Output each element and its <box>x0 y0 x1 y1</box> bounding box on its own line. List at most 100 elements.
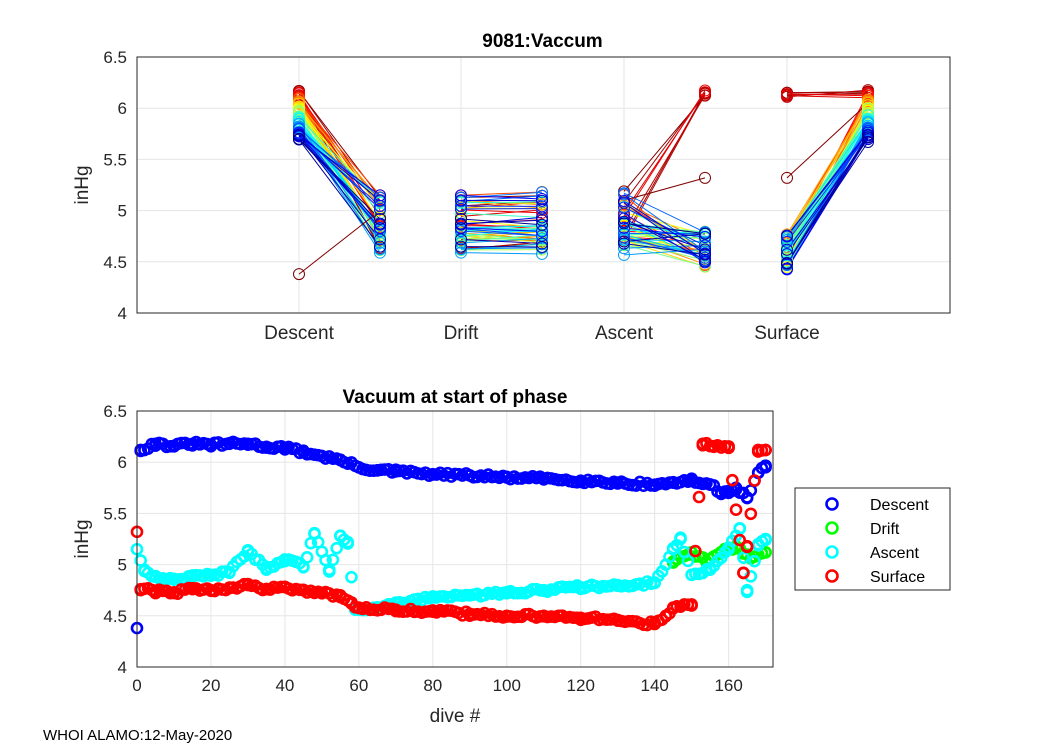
bottom-marker-ascent <box>733 522 747 536</box>
bottom-marker-surface <box>722 441 735 455</box>
top-plot-area <box>137 57 950 313</box>
bottom-marker-descent <box>703 478 717 492</box>
bottom-marker-descent <box>167 439 181 453</box>
bottom-marker-descent <box>537 472 551 485</box>
legend-box <box>794 487 951 591</box>
top-dive-marker <box>618 221 630 234</box>
bottom-marker-ascent <box>463 589 477 602</box>
top-dive-line <box>460 252 543 255</box>
top-dive-marker <box>862 89 874 102</box>
bottom-marker-ascent <box>186 570 199 584</box>
top-dive-marker <box>536 237 548 250</box>
bottom-ytick-label: 5.5 <box>103 504 127 523</box>
bottom-marker-surface <box>278 580 292 594</box>
top-dive-marker <box>374 212 386 225</box>
top-dive-marker <box>455 189 467 202</box>
bottom-marker-surface <box>689 544 702 558</box>
top-dive-line <box>623 94 706 231</box>
bottom-series-surface <box>130 436 772 632</box>
top-dive-marker <box>293 97 305 110</box>
top-dive-line <box>460 218 543 226</box>
top-ytick-label: 6.5 <box>103 48 127 67</box>
bottom-marker-descent <box>297 445 310 459</box>
legend-label-ascent: Ascent <box>870 545 919 562</box>
bottom-marker-ascent <box>334 529 347 543</box>
bottom-marker-descent <box>352 461 366 474</box>
bottom-marker-surface <box>204 583 218 597</box>
bottom-marker-surface <box>426 605 440 619</box>
top-dive-marker <box>455 194 467 207</box>
bottom-marker-surface <box>334 589 347 602</box>
top-dive-marker <box>455 202 467 215</box>
bottom-marker-ascent <box>685 568 698 582</box>
top-dive-marker <box>699 231 711 244</box>
bottom-marker-surface <box>729 503 743 517</box>
top-dive-line <box>460 228 543 237</box>
bottom-marker-ascent <box>297 560 310 573</box>
bottom-marker-ascent <box>737 551 750 564</box>
bottom-marker-ascent <box>748 554 761 568</box>
bottom-marker-ascent <box>138 563 151 577</box>
bottom-xtick-label: 100 <box>493 676 521 695</box>
top-dive-marker <box>293 132 305 145</box>
bottom-marker-surface <box>696 437 710 451</box>
bottom-marker-descent <box>740 491 754 505</box>
top-ytick-label: 5 <box>118 202 127 221</box>
bottom-marker-descent <box>149 437 162 451</box>
bottom-marker-surface <box>574 611 588 625</box>
legend-marker-descent <box>825 497 839 511</box>
legend-marker-surface <box>825 569 839 583</box>
top-dive-line <box>460 201 543 204</box>
top-dive-line <box>786 134 869 243</box>
top-dive-line <box>623 248 706 256</box>
top-dive-marker <box>293 123 305 136</box>
top-ytick-label: 4 <box>118 304 127 323</box>
bottom-marker-surface <box>733 533 747 547</box>
bottom-marker-descent <box>426 468 440 481</box>
bottom-marker-surface <box>648 617 661 631</box>
bottom-marker-surface <box>134 582 147 596</box>
top-xtick-label: Drift <box>444 323 480 344</box>
bottom-ytick-label: 5 <box>118 556 127 575</box>
bottom-marker-surface <box>692 490 706 504</box>
bottom-marker-surface <box>167 585 181 599</box>
top-ylabel: inHg <box>72 165 93 204</box>
bottom-xtick-label: 160 <box>714 676 742 695</box>
top-dive-marker <box>699 84 711 97</box>
bottom-marker-ascent <box>260 563 273 577</box>
bottom-marker-descent <box>223 437 236 451</box>
bottom-xtick-label: 60 <box>349 676 368 695</box>
top-dive-line <box>623 90 706 217</box>
top-dive-line <box>786 95 869 99</box>
top-dive-marker <box>536 186 548 199</box>
bottom-xtick-label: 80 <box>423 676 442 695</box>
top-dive-marker <box>374 240 386 253</box>
top-dive-marker <box>536 240 548 253</box>
top-dive-marker <box>536 218 548 231</box>
top-dive-line <box>623 207 706 246</box>
top-dive-marker <box>536 194 548 207</box>
top-dive-line <box>623 222 706 235</box>
bottom-marker-ascent <box>740 583 754 597</box>
top-outlier-line <box>786 102 869 179</box>
bottom-marker-surface <box>186 582 199 596</box>
bottom-xtick-label: 20 <box>201 676 220 695</box>
bottom-axes-box <box>136 410 774 668</box>
top-dive-line <box>460 229 543 233</box>
bottom-marker-surface <box>352 601 366 614</box>
top-axes-box <box>136 56 951 314</box>
top-dive-marker <box>293 129 305 142</box>
top-dive-marker <box>862 131 874 144</box>
footer-date-label: WHOI ALAMO:12-May-2020 <box>43 727 233 744</box>
bottom-marker-ascent <box>341 535 355 549</box>
top-dive-marker <box>862 135 874 148</box>
top-dive-marker <box>455 225 467 238</box>
top-dive-marker <box>374 236 386 249</box>
top-dive-marker <box>374 225 386 238</box>
bottom-marker-descent <box>500 471 514 484</box>
top-xtick-label: Descent <box>264 323 334 344</box>
top-outlier-marker <box>293 268 305 281</box>
top-dive-line <box>460 225 543 229</box>
top-outlier-marker <box>781 171 793 184</box>
top-dive-marker <box>536 214 548 227</box>
